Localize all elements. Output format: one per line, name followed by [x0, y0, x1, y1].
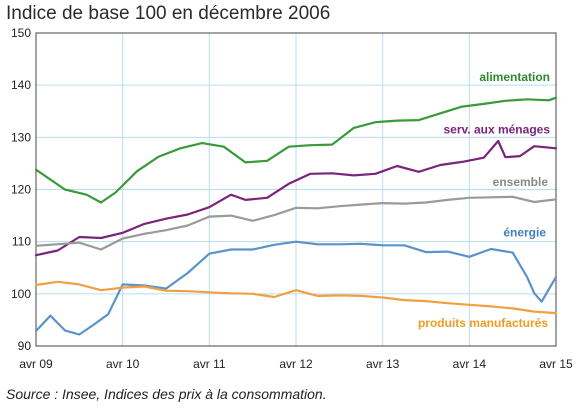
- series-line-1: [34, 139, 558, 257]
- series-line-3: [34, 240, 558, 336]
- series-label-layer: alimentation serv. aux ménages ensemble éne…: [418, 70, 550, 330]
- series-line-2: [34, 195, 558, 251]
- series-line-0: [34, 96, 558, 204]
- source-note: Source : Insee, Indices des prix à la co…: [6, 386, 327, 402]
- x-tick-label: avr 11: [193, 357, 226, 371]
- y-tick-label: 120: [11, 183, 31, 197]
- x-tick-label: avr 14: [453, 357, 487, 371]
- y-tick-label: 100: [11, 287, 31, 301]
- series-label-1: serv. aux ménages: [443, 123, 550, 137]
- axis-layer: 90 100 110 120 130 140 150 avr 09 avr 10 avr 11 av…: [11, 26, 573, 371]
- series-label-0: alimentation: [479, 70, 550, 84]
- series-label-4: produits manufacturés: [418, 316, 548, 330]
- x-tick-label: avr 12: [279, 357, 313, 371]
- series-line-4: [34, 280, 558, 315]
- x-tick-label: avr 15: [539, 357, 573, 371]
- y-tick-label: 150: [11, 26, 31, 40]
- y-tick-label: 90: [18, 339, 32, 353]
- grid-layer: [36, 33, 556, 346]
- y-tick-label: 130: [11, 130, 31, 144]
- y-tick-label: 110: [12, 235, 31, 249]
- series-label-3: énergie: [503, 225, 546, 239]
- y-tick-label: 140: [11, 78, 31, 92]
- series-label-2: ensemble: [493, 175, 549, 189]
- series-layer: [34, 96, 558, 336]
- plot-frame: [35, 32, 557, 347]
- x-tick-label: avr 09: [19, 357, 53, 371]
- x-tick-label: avr 10: [106, 357, 140, 371]
- x-tick-label: avr 13: [366, 357, 400, 371]
- chart-title: Indice de base 100 en décembre 2006: [6, 3, 331, 24]
